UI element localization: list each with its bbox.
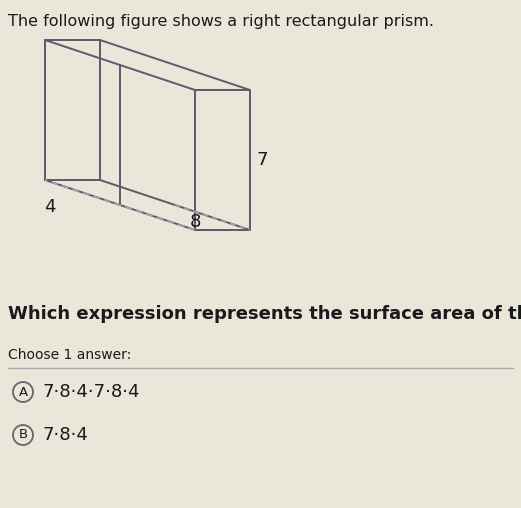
Text: Choose 1 answer:: Choose 1 answer: [8,348,131,362]
Text: 7·8·4·7·8·4: 7·8·4·7·8·4 [42,383,140,401]
Text: The following figure shows a right rectangular prism.: The following figure shows a right recta… [8,14,434,29]
Text: 8: 8 [190,213,202,231]
Text: 4: 4 [44,198,56,216]
Text: 7·8·4: 7·8·4 [42,426,88,444]
Text: B: B [18,429,28,441]
Text: Which expression represents the surface area of the prism?: Which expression represents the surface … [8,305,521,323]
Text: 7: 7 [256,151,267,169]
Text: A: A [18,386,28,398]
